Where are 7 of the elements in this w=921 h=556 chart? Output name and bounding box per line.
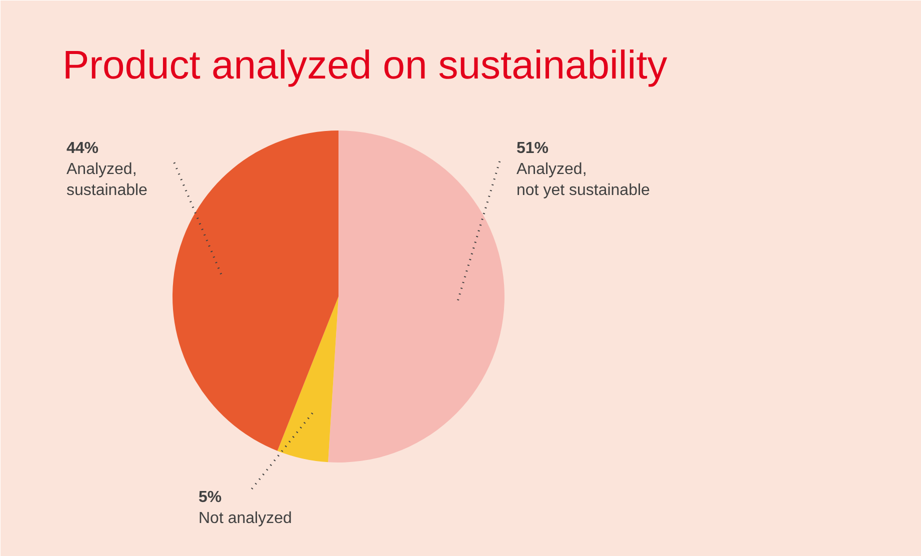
data-label: 51% [516,140,549,157]
slice-label: Not analyzed [198,510,292,527]
data-label: 5% [198,489,222,506]
chart-title: Product analyzed on sustainability [62,44,668,88]
slice-label: Analyzed, sustainable [66,161,148,199]
slice-label: Analyzed, not yet sustainable [516,161,650,199]
data-label: 44% [66,140,99,157]
